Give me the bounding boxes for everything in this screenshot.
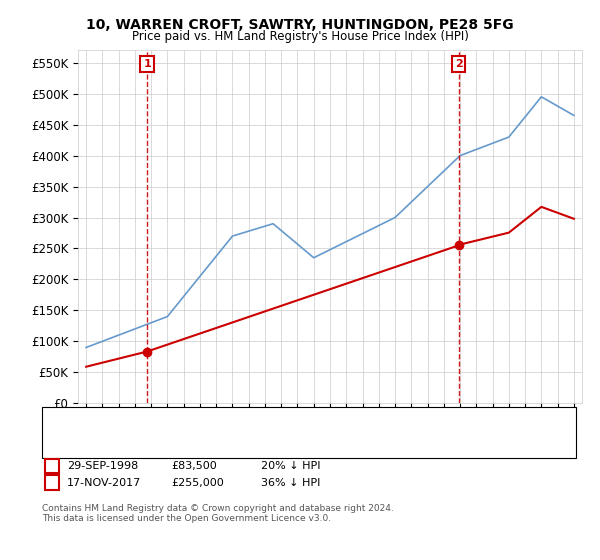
Text: 1: 1 [49, 461, 56, 471]
Text: 36% ↓ HPI: 36% ↓ HPI [261, 478, 320, 488]
Text: 10, WARREN CROFT, SAWTRY, HUNTINGDON, PE28 5FG (detached house): 10, WARREN CROFT, SAWTRY, HUNTINGDON, PE… [90, 410, 472, 421]
Text: 20% ↓ HPI: 20% ↓ HPI [261, 461, 320, 471]
Text: £83,500: £83,500 [171, 461, 217, 471]
Text: 1: 1 [143, 59, 151, 69]
Text: £255,000: £255,000 [171, 478, 224, 488]
Text: 2: 2 [455, 59, 463, 69]
Text: Price paid vs. HM Land Registry's House Price Index (HPI): Price paid vs. HM Land Registry's House … [131, 30, 469, 43]
Text: 29-SEP-1998: 29-SEP-1998 [67, 461, 139, 471]
Text: 17-NOV-2017: 17-NOV-2017 [67, 478, 142, 488]
Text: HPI: Average price, detached house, Huntingdonshire: HPI: Average price, detached house, Hunt… [90, 425, 370, 435]
Text: Contains HM Land Registry data © Crown copyright and database right 2024.
This d: Contains HM Land Registry data © Crown c… [42, 504, 394, 524]
Text: 10, WARREN CROFT, SAWTRY, HUNTINGDON, PE28 5FG: 10, WARREN CROFT, SAWTRY, HUNTINGDON, PE… [86, 18, 514, 32]
Text: 2: 2 [49, 478, 56, 488]
